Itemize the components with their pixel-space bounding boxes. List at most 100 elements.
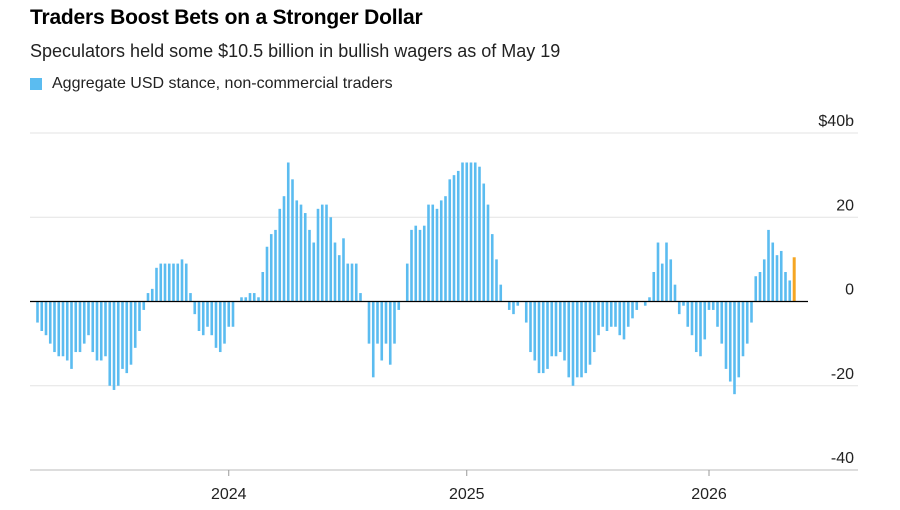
bar bbox=[244, 297, 248, 302]
bar bbox=[320, 204, 324, 302]
bar bbox=[605, 301, 609, 331]
bar bbox=[758, 272, 762, 302]
bar bbox=[278, 208, 282, 302]
y-tick-label: $40b bbox=[818, 113, 854, 130]
bar bbox=[121, 301, 124, 369]
x-axis: 2024 2025 2026 bbox=[30, 469, 858, 503]
bar bbox=[70, 301, 73, 369]
bar bbox=[223, 301, 226, 344]
bar bbox=[57, 301, 61, 357]
bar bbox=[291, 179, 294, 302]
bar bbox=[384, 301, 388, 344]
bar bbox=[36, 301, 39, 323]
bar bbox=[214, 301, 218, 348]
bar bbox=[737, 301, 741, 378]
bar bbox=[65, 301, 69, 361]
bar bbox=[125, 301, 129, 374]
bar bbox=[771, 242, 775, 302]
bar bbox=[716, 301, 719, 327]
bar bbox=[775, 255, 779, 302]
bar bbox=[367, 301, 371, 344]
bar bbox=[405, 263, 409, 302]
bar bbox=[248, 293, 252, 302]
bar bbox=[257, 297, 260, 302]
bar bbox=[554, 301, 558, 357]
bar bbox=[218, 301, 222, 353]
y-tick-label: 20 bbox=[836, 197, 854, 214]
bar bbox=[193, 301, 197, 315]
bar bbox=[656, 242, 660, 302]
bar bbox=[682, 301, 685, 306]
bar bbox=[82, 301, 86, 344]
legend-swatch bbox=[30, 78, 42, 90]
bar bbox=[189, 293, 192, 302]
bar bbox=[784, 272, 787, 302]
bar bbox=[550, 301, 554, 357]
bar bbox=[303, 213, 307, 302]
bar bbox=[482, 183, 486, 302]
bar bbox=[665, 242, 668, 302]
bar bbox=[486, 204, 490, 302]
bar bbox=[61, 301, 65, 357]
bar bbox=[580, 301, 583, 378]
bar bbox=[652, 272, 656, 302]
bar bbox=[699, 301, 702, 357]
y-tick-label: -40 bbox=[831, 450, 854, 467]
bar bbox=[779, 250, 783, 302]
bar bbox=[116, 301, 120, 386]
bar bbox=[150, 288, 154, 302]
bar bbox=[571, 301, 575, 386]
bar bbox=[448, 179, 452, 302]
bar bbox=[490, 234, 494, 302]
x-tick-label: 2026 bbox=[691, 486, 727, 503]
bar bbox=[108, 301, 112, 386]
bar bbox=[231, 301, 235, 327]
bars bbox=[36, 162, 796, 395]
bar bbox=[767, 229, 770, 302]
chart-title: Traders Boost Bets on a Stronger Dollar bbox=[30, 6, 423, 29]
bar bbox=[512, 301, 515, 315]
bar bbox=[155, 267, 158, 302]
bar bbox=[541, 301, 545, 374]
bar bbox=[269, 234, 273, 302]
bar bbox=[359, 293, 362, 302]
bar bbox=[210, 301, 214, 336]
x-tick-label: 2025 bbox=[449, 486, 485, 503]
bar bbox=[53, 301, 56, 353]
bar bbox=[592, 301, 596, 353]
bar bbox=[159, 263, 163, 302]
bar bbox=[707, 301, 711, 310]
bar bbox=[176, 263, 180, 302]
bar bbox=[461, 162, 464, 302]
bar bbox=[333, 242, 337, 302]
bar bbox=[325, 204, 328, 302]
chart-subtitle: Speculators held some $10.5 billion in b… bbox=[30, 41, 561, 61]
bar bbox=[750, 301, 753, 323]
bar bbox=[529, 301, 532, 353]
bar bbox=[397, 301, 401, 310]
bar-latest bbox=[792, 257, 796, 302]
bar bbox=[265, 246, 269, 302]
bar bbox=[376, 301, 379, 344]
bar bbox=[197, 301, 201, 331]
bar bbox=[473, 162, 477, 302]
bar bbox=[601, 301, 605, 327]
bar bbox=[240, 297, 243, 302]
bar bbox=[720, 301, 724, 344]
bar bbox=[91, 301, 95, 353]
bar bbox=[146, 293, 150, 302]
bar bbox=[180, 259, 184, 302]
bar bbox=[622, 301, 626, 340]
bar bbox=[533, 301, 537, 361]
bar bbox=[575, 301, 579, 378]
bar bbox=[78, 301, 82, 353]
bar bbox=[129, 301, 133, 365]
bar bbox=[163, 263, 167, 302]
bar bbox=[563, 301, 566, 361]
bar bbox=[626, 301, 630, 327]
bar bbox=[558, 301, 562, 353]
bar bbox=[74, 301, 78, 353]
bar bbox=[478, 166, 481, 302]
bar bbox=[788, 280, 792, 302]
